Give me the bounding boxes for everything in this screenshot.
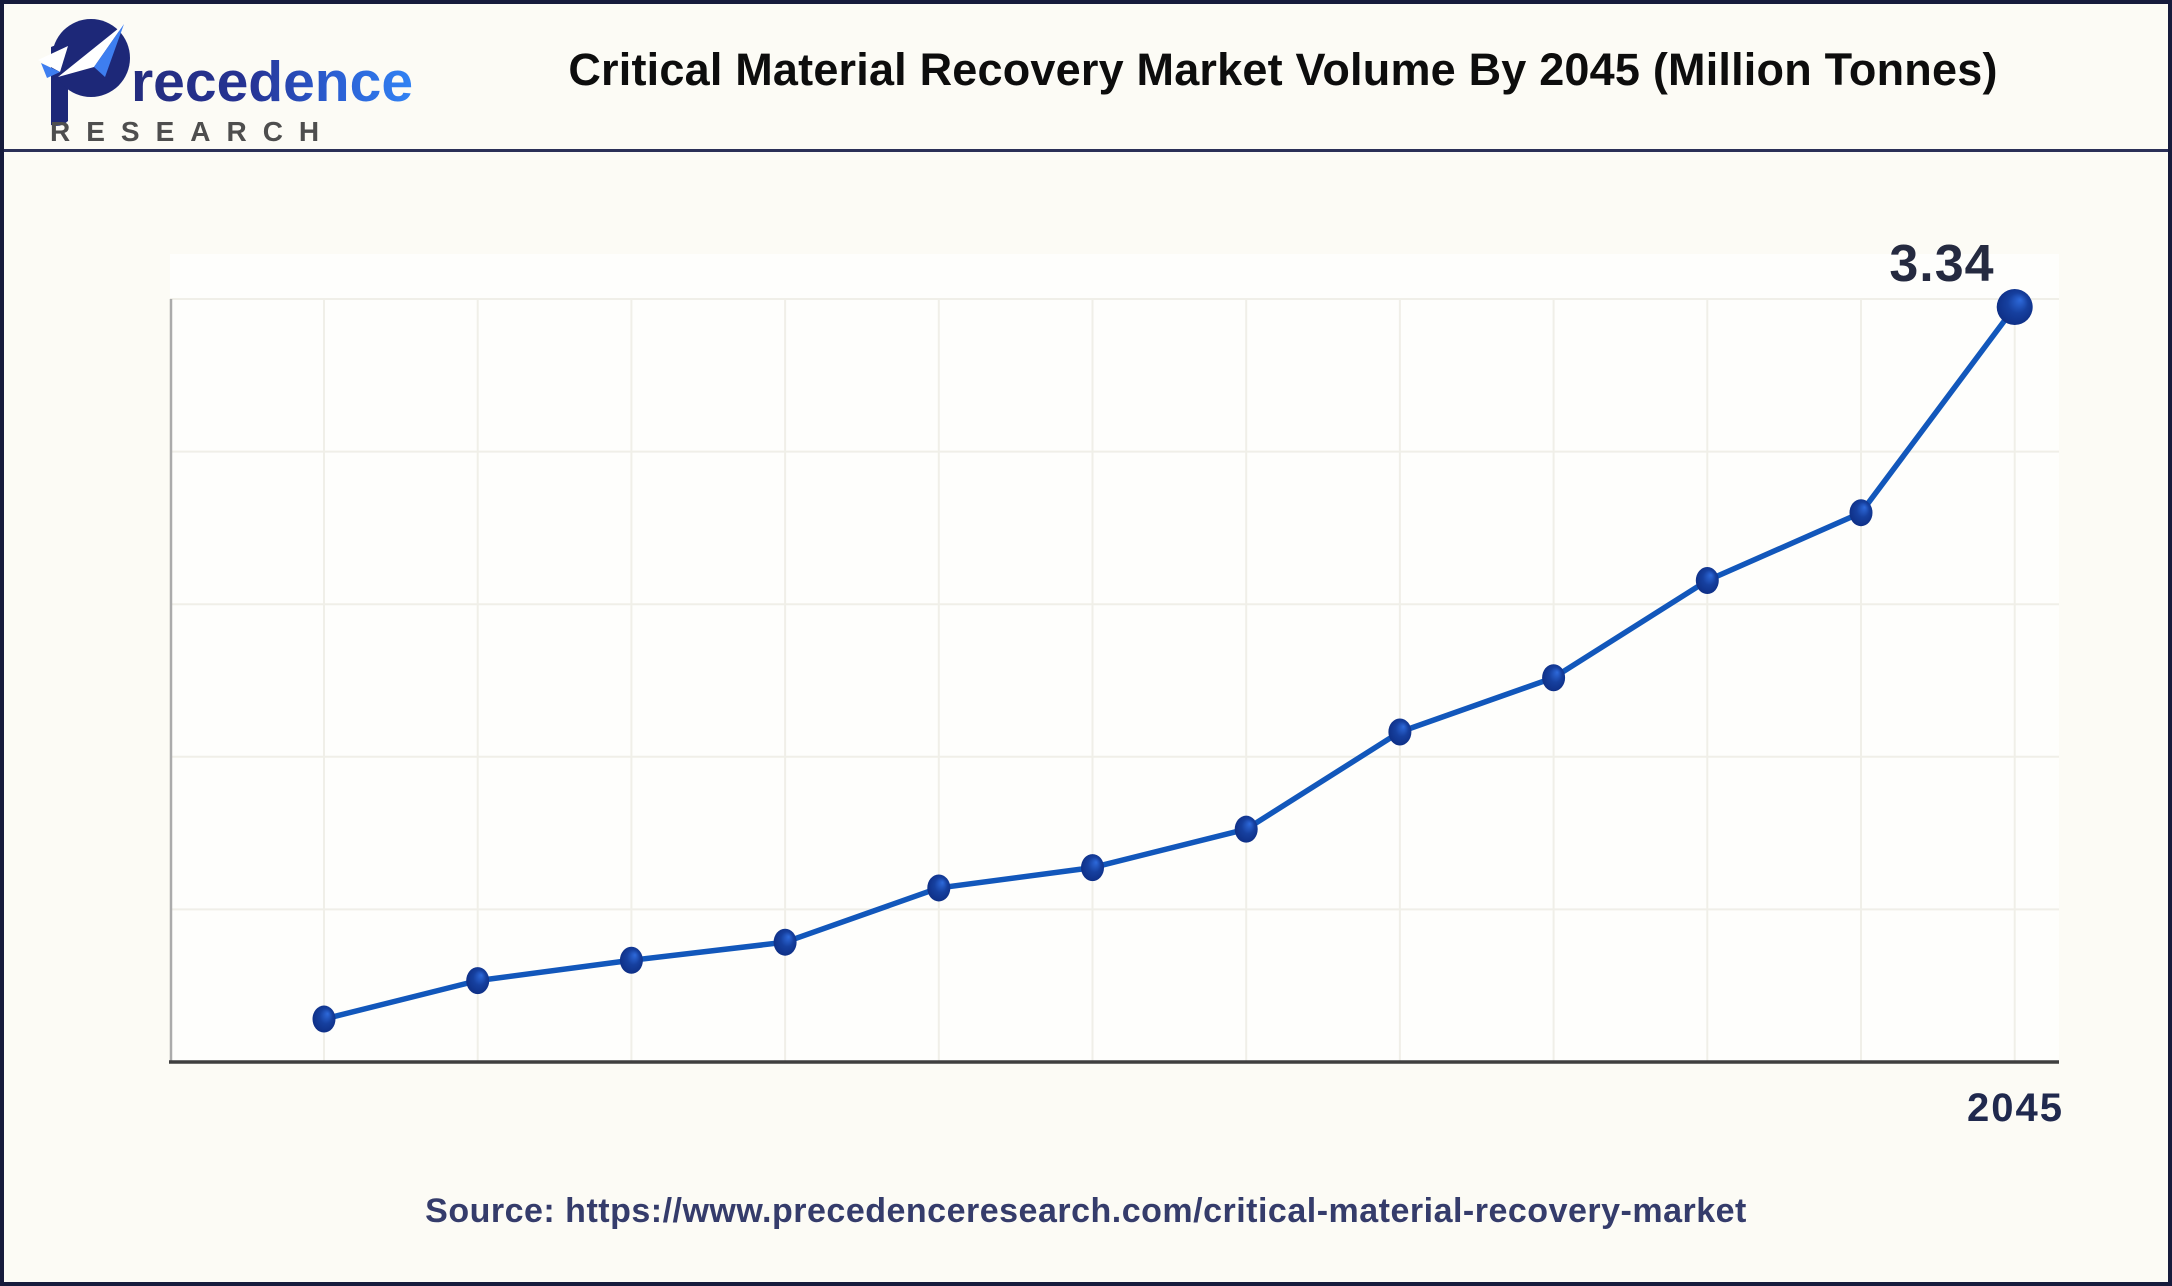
plot-area <box>170 254 2059 1062</box>
data-point <box>1695 567 1719 595</box>
data-point <box>312 1005 336 1033</box>
paper-plane-logo-icon <box>38 18 130 126</box>
data-point <box>927 874 951 902</box>
logo-subtitle-text: RESEARCH <box>50 116 335 147</box>
data-point <box>1234 815 1258 843</box>
trend-line <box>321 304 2018 1022</box>
data-point <box>1542 664 1566 692</box>
data-point <box>773 928 797 956</box>
data-point <box>1388 718 1412 746</box>
data-point-final <box>1996 289 2033 325</box>
source-text: Source: https://www.precedenceresearch.c… <box>425 1192 1747 1230</box>
header-divider <box>4 149 2168 152</box>
data-point <box>1849 499 1873 527</box>
page-title: Critical Material Recovery Market Volume… <box>568 43 1998 95</box>
precedence-logo-graphic: recedence RESEARCH <box>38 18 413 147</box>
data-point <box>1081 854 1104 882</box>
data-point <box>466 967 490 995</box>
data-point <box>619 946 643 974</box>
line-chart <box>169 254 2059 1064</box>
header: recedence RESEARCH Critical Material Rec… <box>4 4 2168 149</box>
logo-brand-text: recedence <box>131 50 413 114</box>
precedence-logo: recedence RESEARCH <box>34 13 434 147</box>
final-value-label: 3.34 <box>1889 235 1995 293</box>
x-axis-year-label: 2045 <box>1967 1086 2064 1130</box>
